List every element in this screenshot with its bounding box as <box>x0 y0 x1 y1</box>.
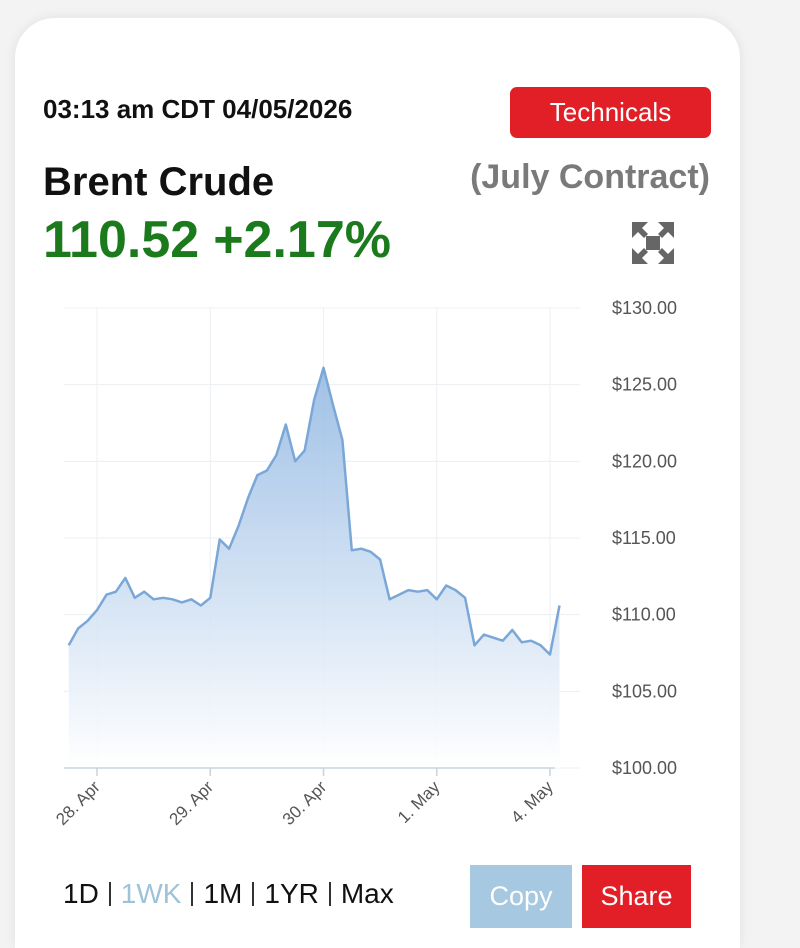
price: 110.52 <box>43 211 200 269</box>
price-line: 110.52 +2.17% <box>43 210 391 270</box>
range-option[interactable]: 1D <box>63 878 99 909</box>
area-fill <box>68 367 560 768</box>
technicals-button[interactable]: Technicals <box>510 87 711 138</box>
x-tick-label: 29. Apr <box>166 777 218 829</box>
y-tick-label: $105.00 <box>612 681 677 701</box>
copy-button[interactable]: Copy <box>470 865 572 928</box>
y-tick-label: $100.00 <box>612 758 677 778</box>
y-tick-label: $115.00 <box>612 528 676 548</box>
contract: (July Contract) <box>470 158 710 196</box>
expand-icon[interactable] <box>632 222 674 264</box>
price-line <box>67 366 561 656</box>
chart: $100.00 $105.00 $110.00 $115.00 $120.00 $125.… <box>52 298 677 829</box>
range-option[interactable]: 1WK <box>108 880 192 908</box>
y-tick-label: $110.00 <box>612 605 676 625</box>
y-tick-label: $125.00 <box>612 375 677 395</box>
x-tick-label: 4. May <box>507 777 557 827</box>
x-tick-label: 30. Apr <box>279 777 331 829</box>
y-tick-label: $120.00 <box>612 451 677 471</box>
range-option[interactable]: 1YR <box>252 880 328 908</box>
y-tick-label: $130.00 <box>612 298 677 318</box>
timestamp: 03:13 am CDT 04/05/2026 <box>43 94 353 124</box>
range-selector: 1D 1WK 1M 1YR Max <box>63 878 404 909</box>
range-option[interactable]: Max <box>328 880 404 908</box>
range-option[interactable]: 1M <box>191 880 252 908</box>
change: +2.17% <box>213 211 391 269</box>
x-tick-label: 28. Apr <box>52 777 104 829</box>
x-tick-label: 1. May <box>394 777 444 827</box>
chart-title: Brent Crude <box>43 160 275 204</box>
share-button[interactable]: Share <box>582 865 691 928</box>
card <box>15 18 740 948</box>
